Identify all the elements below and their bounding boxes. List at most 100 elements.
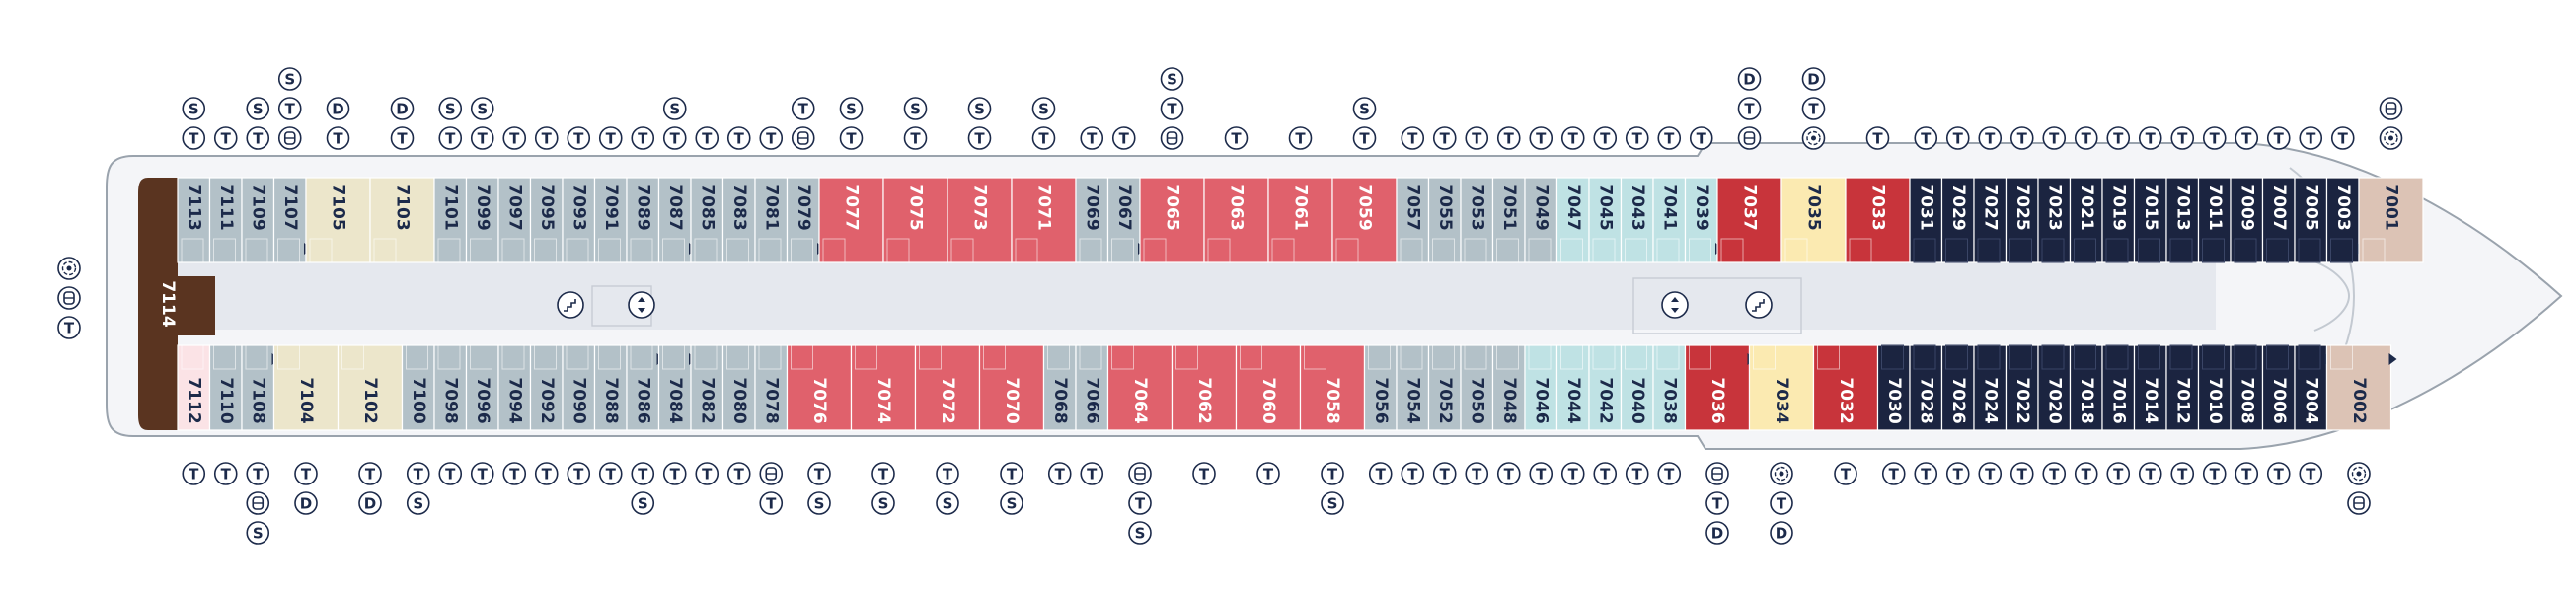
cabin-7003[interactable]: 7003 — [2325, 177, 2366, 263]
cabin-7096[interactable]: 7096 — [465, 344, 499, 431]
cabin-7037[interactable]: 7037 — [1716, 177, 1782, 263]
cabin-7083[interactable]: 7083 — [721, 177, 756, 263]
cabin-7016[interactable]: 7016 — [2101, 344, 2136, 431]
cabin-7067[interactable]: 7067 — [1106, 177, 1147, 263]
cabin-7019[interactable]: 7019 — [2101, 177, 2136, 263]
cabin-7079[interactable]: 7079 — [786, 177, 826, 263]
cabin-7038[interactable]: 7038 — [1652, 344, 1687, 431]
cabin-7061[interactable]: 7061 — [1267, 177, 1333, 263]
cabin-7049[interactable]: 7049 — [1524, 177, 1558, 263]
cabin-7020[interactable]: 7020 — [2037, 344, 2072, 431]
cabin-7080[interactable]: 7080 — [721, 344, 756, 431]
cabin-7042[interactable]: 7042 — [1588, 344, 1623, 431]
cabin-7059[interactable]: 7059 — [1331, 177, 1398, 263]
cabin-7015[interactable]: 7015 — [2133, 177, 2167, 263]
cabin-7060[interactable]: 7060 — [1235, 344, 1302, 431]
cabin-7026[interactable]: 7026 — [1940, 344, 1975, 431]
cabin-7075[interactable]: 7075 — [882, 177, 948, 263]
cabin-7027[interactable]: 7027 — [1973, 177, 2008, 263]
cabin-7014[interactable]: 7014 — [2133, 344, 2167, 431]
cabin-7040[interactable]: 7040 — [1620, 344, 1654, 431]
cabin-7091[interactable]: 7091 — [593, 177, 628, 263]
cabin-7033[interactable]: 7033 — [1845, 177, 1911, 263]
cabin-7114[interactable] — [138, 178, 178, 430]
cabin-7105[interactable]: 7105 — [305, 177, 371, 263]
cabin-7052[interactable]: 7052 — [1427, 344, 1462, 431]
cabin-7102[interactable]: 7102 — [337, 344, 404, 431]
cabin-7054[interactable]: 7054 — [1396, 344, 1430, 431]
cabin-7108[interactable]: 7108 — [241, 344, 280, 431]
cabin-7029[interactable]: 7029 — [1940, 177, 1975, 263]
cabin-7035[interactable]: 7035 — [1780, 177, 1847, 263]
cabin-7078[interactable]: 7078 — [754, 344, 789, 431]
cabin-7092[interactable]: 7092 — [529, 344, 564, 431]
cabin-7063[interactable]: 7063 — [1203, 177, 1269, 263]
cabin-7008[interactable]: 7008 — [2230, 344, 2264, 431]
cabin-7071[interactable]: 7071 — [1011, 177, 1077, 263]
cabin-7045[interactable]: 7045 — [1588, 177, 1623, 263]
cabin-7090[interactable]: 7090 — [562, 344, 596, 431]
cabin-7024[interactable]: 7024 — [1973, 344, 2008, 431]
cabin-7081[interactable]: 7081 — [754, 177, 789, 263]
cabin-7021[interactable]: 7021 — [2069, 177, 2103, 263]
cabin-7112[interactable]: 7112 — [177, 344, 211, 431]
cabin-7018[interactable]: 7018 — [2069, 344, 2103, 431]
cabin-7101[interactable]: 7101 — [433, 177, 468, 263]
cabin-7111[interactable]: 7111 — [208, 177, 243, 263]
cabin-7062[interactable]: 7062 — [1171, 344, 1238, 431]
cabin-7030[interactable]: 7030 — [1876, 344, 1911, 431]
cabin-7050[interactable]: 7050 — [1460, 344, 1494, 431]
cabin-7041[interactable]: 7041 — [1652, 177, 1687, 263]
cabin-7034[interactable]: 7034 — [1748, 344, 1815, 431]
cabin-7085[interactable]: 7085 — [690, 177, 724, 263]
cabin-7028[interactable]: 7028 — [1909, 344, 1943, 431]
cabin-7072[interactable]: 7072 — [914, 344, 981, 431]
cabin-7051[interactable]: 7051 — [1491, 177, 1526, 263]
cabin-7082[interactable]: 7082 — [690, 344, 724, 431]
cabin-7099[interactable]: 7099 — [465, 177, 499, 263]
cabin-7093[interactable]: 7093 — [562, 177, 596, 263]
cabin-7048[interactable]: 7048 — [1491, 344, 1526, 431]
cabin-7010[interactable]: 7010 — [2197, 344, 2232, 431]
cabin-7110[interactable]: 7110 — [208, 344, 243, 431]
cabin-7007[interactable]: 7007 — [2261, 177, 2296, 263]
cabin-7066[interactable]: 7066 — [1075, 344, 1109, 431]
cabin-7065[interactable]: 7065 — [1139, 177, 1205, 263]
cabin-7025[interactable]: 7025 — [2005, 177, 2039, 263]
cabin-7057[interactable]: 7057 — [1396, 177, 1430, 263]
cabin-7076[interactable]: 7076 — [786, 344, 853, 431]
cabin-7055[interactable]: 7055 — [1427, 177, 1462, 263]
cabin-7113[interactable]: 7113 — [177, 177, 211, 263]
cabin-7074[interactable]: 7074 — [850, 344, 917, 431]
cabin-7100[interactable]: 7100 — [401, 344, 435, 431]
cabin-7046[interactable]: 7046 — [1524, 344, 1558, 431]
cabin-7043[interactable]: 7043 — [1620, 177, 1654, 263]
cabin-7097[interactable]: 7097 — [497, 177, 532, 263]
cabin-7104[interactable]: 7104 — [272, 344, 340, 431]
cabin-7013[interactable]: 7013 — [2165, 177, 2200, 263]
cabin-7058[interactable]: 7058 — [1299, 344, 1366, 431]
cabin-7032[interactable]: 7032 — [1812, 344, 1879, 431]
cabin-7002[interactable]: 7002 — [2325, 344, 2397, 431]
cabin-7088[interactable]: 7088 — [593, 344, 628, 431]
cabin-7005[interactable]: 7005 — [2294, 177, 2328, 263]
cabin-7009[interactable]: 7009 — [2230, 177, 2264, 263]
cabin-7022[interactable]: 7022 — [2005, 344, 2039, 431]
cabin-7077[interactable]: 7077 — [818, 177, 884, 263]
cabin-7056[interactable]: 7056 — [1363, 344, 1398, 431]
cabin-7006[interactable]: 7006 — [2261, 344, 2296, 431]
cabin-7011[interactable]: 7011 — [2197, 177, 2232, 263]
cabin-7064[interactable]: 7064 — [1106, 344, 1174, 431]
cabin-7036[interactable]: 7036 — [1684, 344, 1756, 431]
cabin-7070[interactable]: 7070 — [978, 344, 1045, 431]
cabin-7068[interactable]: 7068 — [1042, 344, 1077, 431]
cabin-7109[interactable]: 7109 — [241, 177, 275, 263]
cabin-7095[interactable]: 7095 — [529, 177, 564, 263]
cabin-7044[interactable]: 7044 — [1555, 344, 1590, 431]
cabin-7073[interactable]: 7073 — [947, 177, 1013, 263]
cabin-7069[interactable]: 7069 — [1075, 177, 1109, 263]
cabin-7053[interactable]: 7053 — [1460, 177, 1494, 263]
cabin-7001[interactable]: 7001 — [2358, 177, 2424, 263]
cabin-7103[interactable]: 7103 — [369, 177, 435, 263]
cabin-7012[interactable]: 7012 — [2165, 344, 2200, 431]
